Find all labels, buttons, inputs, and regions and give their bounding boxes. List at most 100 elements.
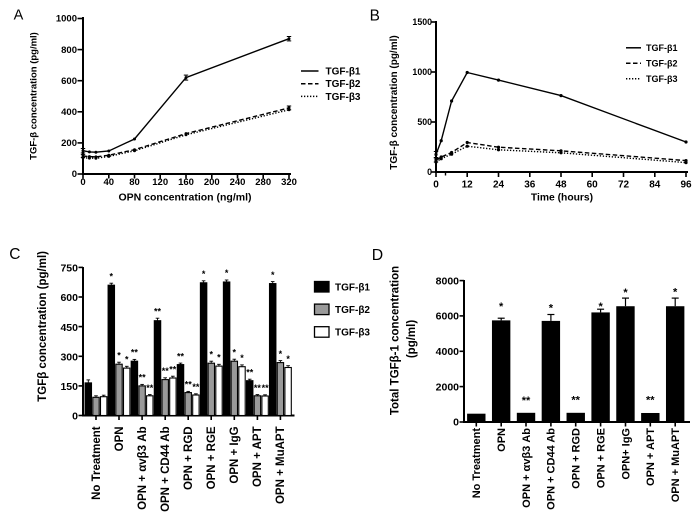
svg-text:**: ** (139, 373, 147, 383)
svg-text:C: C (9, 246, 20, 263)
svg-text:*: * (125, 355, 129, 365)
svg-text:TGF-β concentration (pg/ml): TGF-β concentration (pg/ml) (389, 35, 400, 169)
svg-text:0: 0 (433, 179, 439, 190)
svg-text:OPN + RGD: OPN + RGD (183, 426, 195, 490)
svg-text:12: 12 (462, 179, 474, 190)
svg-text:300: 300 (60, 352, 78, 364)
svg-text:TGF-β2: TGF-β2 (646, 58, 678, 68)
svg-text:48: 48 (555, 179, 567, 190)
svg-text:36: 36 (524, 179, 536, 190)
svg-text:**: ** (131, 348, 139, 358)
svg-text:OPN + APT: OPN + APT (252, 426, 264, 487)
svg-text:0: 0 (72, 169, 77, 180)
svg-text:160: 160 (178, 177, 194, 188)
svg-text:150: 150 (60, 381, 78, 393)
svg-text:**: ** (192, 382, 200, 392)
svg-text:450: 450 (60, 322, 78, 334)
svg-text:No Treatment: No Treatment (91, 426, 103, 500)
svg-text:OPN + CD44 Ab: OPN + CD44 Ab (546, 428, 558, 510)
svg-text:*: * (279, 349, 283, 359)
svg-text:*: * (286, 354, 290, 364)
svg-text:**: ** (246, 367, 254, 377)
svg-text:TGF-β2: TGF-β2 (326, 79, 361, 90)
svg-text:240: 240 (230, 177, 246, 188)
svg-text:8000: 8000 (436, 275, 460, 287)
svg-text:1000: 1000 (56, 14, 77, 25)
svg-text:600: 600 (60, 292, 78, 304)
svg-text:OPN: OPN (114, 426, 126, 451)
svg-text:**: ** (154, 306, 162, 316)
svg-text:OPN + RGE: OPN + RGE (595, 428, 607, 488)
svg-text:96: 96 (680, 179, 692, 190)
svg-text:24: 24 (493, 179, 505, 190)
svg-text:TGF-β1: TGF-β1 (335, 283, 370, 294)
svg-text:*: * (271, 270, 275, 280)
svg-text:OPN + RGE: OPN + RGE (206, 426, 218, 489)
svg-text:*: * (598, 301, 603, 313)
svg-text:*: * (673, 287, 678, 299)
svg-text:**: ** (262, 383, 270, 393)
svg-text:No Treatment: No Treatment (471, 428, 483, 499)
svg-text:*: * (225, 268, 229, 278)
svg-text:Time (hours): Time (hours) (531, 193, 593, 204)
svg-text:**: ** (522, 395, 531, 407)
svg-text:*: * (202, 269, 206, 279)
svg-text:OPN+ IgG: OPN+ IgG (620, 428, 632, 480)
svg-text:**: ** (177, 351, 185, 361)
svg-text:(pg/ml): (pg/ml) (406, 320, 418, 358)
svg-text:6000: 6000 (436, 311, 460, 323)
svg-text:OPN + αvβ3 Ab: OPN + αvβ3 Ab (137, 426, 149, 509)
svg-text:60: 60 (587, 179, 599, 190)
svg-text:0: 0 (72, 411, 78, 423)
svg-text:*: * (117, 350, 121, 360)
svg-text:*: * (209, 349, 213, 359)
svg-text:**: ** (185, 380, 193, 390)
svg-text:500: 500 (417, 117, 432, 127)
svg-text:OPN: OPN (496, 428, 508, 452)
svg-text:TGF-β3: TGF-β3 (335, 328, 370, 339)
svg-text:2000: 2000 (436, 381, 460, 393)
svg-text:800: 800 (61, 45, 77, 56)
svg-text:200: 200 (61, 138, 77, 149)
svg-text:1000: 1000 (412, 67, 432, 77)
svg-text:OPN + MuAPT: OPN + MuAPT (275, 426, 287, 504)
svg-text:OPN + αvβ3 Ab: OPN + αvβ3 Ab (521, 428, 533, 508)
svg-text:72: 72 (618, 179, 630, 190)
svg-text:OPN + APT: OPN + APT (645, 428, 657, 486)
svg-text:600: 600 (61, 76, 77, 87)
svg-text:120: 120 (152, 177, 168, 188)
svg-text:**: ** (254, 383, 262, 393)
svg-text:*: * (217, 353, 221, 363)
svg-text:TGF-β2: TGF-β2 (335, 305, 370, 316)
svg-text:*: * (549, 303, 554, 315)
svg-text:TGF-β concentration (pg/ml): TGF-β concentration (pg/ml) (28, 32, 39, 160)
svg-text:*: * (240, 353, 244, 363)
svg-text:B: B (370, 7, 380, 24)
svg-text:0: 0 (427, 167, 432, 177)
svg-text:*: * (233, 347, 237, 357)
svg-text:*: * (499, 301, 504, 313)
svg-text:**: ** (169, 364, 177, 374)
svg-text:Total TGFβ-1 concentration: Total TGFβ-1 concentration (389, 266, 401, 415)
svg-text:A: A (14, 8, 24, 24)
svg-text:40: 40 (104, 177, 115, 188)
svg-text:OPN concentration (ng/ml): OPN concentration (ng/ml) (118, 192, 251, 204)
svg-text:320: 320 (281, 177, 297, 188)
svg-text:1500: 1500 (412, 17, 432, 27)
svg-text:TGF-β1: TGF-β1 (326, 66, 361, 77)
svg-text:*: * (110, 271, 114, 281)
svg-text:**: ** (146, 383, 154, 393)
svg-text:0: 0 (453, 417, 459, 429)
svg-text:0: 0 (80, 177, 85, 188)
svg-text:4000: 4000 (436, 346, 460, 358)
svg-text:OPN + IgG: OPN + IgG (229, 426, 241, 483)
svg-text:80: 80 (129, 177, 140, 188)
svg-text:400: 400 (61, 107, 77, 118)
svg-text:TGF-β3: TGF-β3 (646, 74, 678, 84)
svg-text:*: * (623, 287, 628, 299)
svg-text:OPN + MuAPT: OPN + MuAPT (670, 428, 682, 503)
svg-text:84: 84 (649, 179, 661, 190)
svg-text:**: ** (571, 395, 580, 407)
svg-text:280: 280 (255, 177, 271, 188)
svg-text:750: 750 (60, 263, 78, 275)
